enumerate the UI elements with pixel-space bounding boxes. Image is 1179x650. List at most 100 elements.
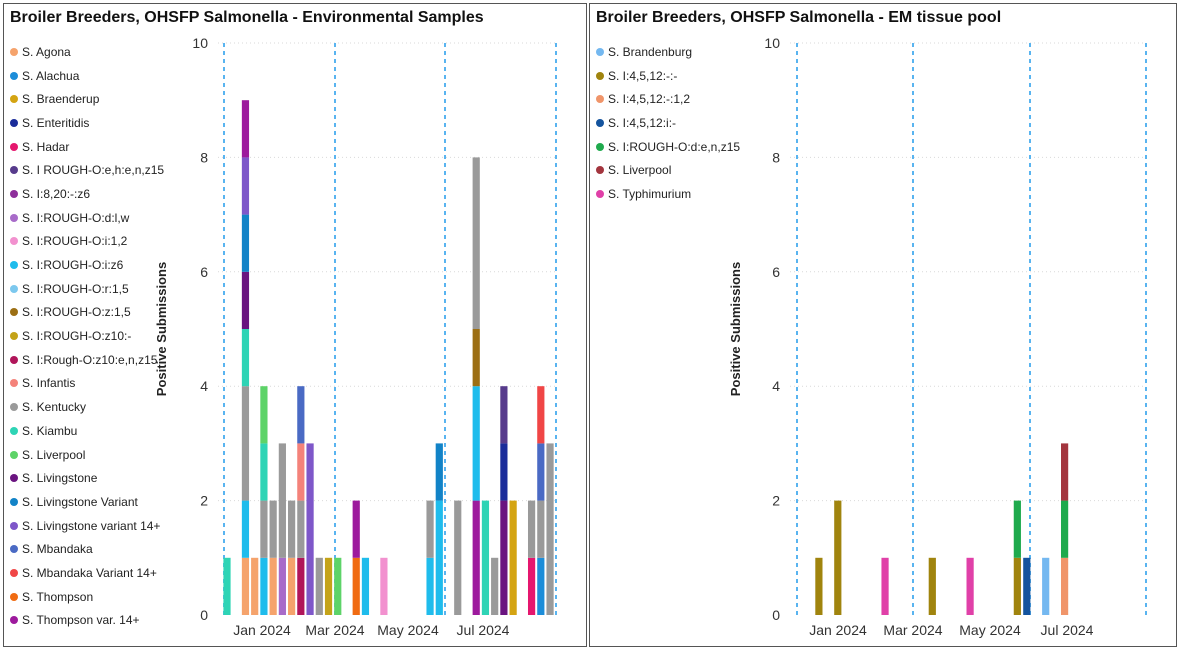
legend-label: S. Liverpool [22, 447, 86, 462]
bar-segment-s-liverpool [334, 557, 342, 615]
bar-segment-s-thompson [352, 557, 360, 615]
legend-item-s-i-rough-o-z10-e-n-z15[interactable]: S. I:Rough-O:z10:e,n,z15 [10, 348, 164, 372]
legend-item-s-kiambu[interactable]: S. Kiambu [10, 419, 164, 443]
legend-swatch [10, 213, 18, 222]
legend-item-s-thompson[interactable]: S. Thompson [10, 585, 164, 609]
legend-item-s-livingstone-variant[interactable]: S. Livingstone Variant [10, 490, 164, 514]
legend-label: S. I:4,5,12:-:- [608, 68, 678, 83]
bar-segment-s-livingstone-variant-14 [241, 157, 250, 215]
legend-swatch [10, 403, 18, 412]
legend-label: S. Typhimurium [608, 186, 692, 201]
legend-label: S. Thompson [22, 589, 94, 604]
legend-item-s-i-rough-o-d-e-n-z15[interactable]: S. I:ROUGH-O:d:e,n,z15 [596, 135, 740, 159]
legend-item-s-i-4-5-12-i[interactable]: S. I:4,5,12:i:- [596, 111, 740, 135]
legend-item-s-i-rough-o-z-1-5[interactable]: S. I:ROUGH-O:z:1,5 [10, 301, 164, 325]
y-tick-label: 10 [192, 35, 208, 51]
x-tick-label: Mar 2024 [305, 622, 364, 638]
bar-segment-s-mbandaka [297, 386, 305, 444]
legend-item-s-braenderup[interactable]: S. Braenderup [10, 87, 164, 111]
bar-segment-s-i-rough-o-d-e-n-z15 [1013, 500, 1021, 558]
legend-swatch [10, 474, 18, 483]
legend-item-s-i-rough-o-i-z6[interactable]: S. I:ROUGH-O:i:z6 [10, 253, 164, 277]
bar-segment-s-thompson-var-14 [472, 500, 480, 615]
bar-segment-s-kiambu [481, 500, 490, 615]
bar-segment-s-enteritidis [500, 443, 508, 501]
bar-segment-s-kentucky [527, 500, 536, 558]
legend-swatch [10, 616, 18, 625]
bar-segment-s-i-4-5-12 [928, 557, 936, 615]
legend-label: S. I:ROUGH-O:z:1,5 [22, 305, 131, 320]
bar-segment-s-mbandaka [537, 443, 545, 501]
legend-item-s-infantis[interactable]: S. Infantis [10, 372, 164, 396]
legend-item-s-enteritidis[interactable]: S. Enteritidis [10, 111, 164, 135]
legend-item-s-liverpool[interactable]: S. Liverpool [596, 158, 740, 182]
legend-item-s-livingstone-variant-14[interactable]: S. Livingstone variant 14+ [10, 514, 164, 538]
legend-swatch [596, 118, 604, 127]
bar-segment-s-kentucky [546, 443, 554, 615]
legend-item-s-brandenburg[interactable]: S. Brandenburg [596, 40, 740, 64]
bar-segment-s-i-4-5-12 [834, 500, 842, 615]
legend-item-s-mbandaka[interactable]: S. Mbandaka [10, 537, 164, 561]
chart-title: Broiler Breeders, OHSFP Salmonella - Env… [10, 9, 484, 26]
y-tick-label: 6 [200, 264, 208, 280]
bar-segment-s-kentucky [426, 500, 434, 558]
legend-item-s-i-rough-o-d-l-w[interactable]: S. I:ROUGH-O:d:l,w [10, 206, 164, 230]
em-tissue-pool-panel: Broiler Breeders, OHSFP Salmonella - EM … [589, 3, 1177, 647]
bar-segment-s-kentucky [278, 443, 286, 558]
bar-segment-s-i-rough-o-d-l-w [278, 557, 286, 615]
legend-swatch [10, 545, 18, 554]
bar-segment-s-liverpool [260, 386, 268, 444]
legend-label: S. Thompson var. 14+ [22, 613, 140, 628]
legend-item-s-i-rough-o-i-1-2[interactable]: S. I:ROUGH-O:i:1,2 [10, 230, 164, 254]
legend-label: S. I:ROUGH-O:i:1,2 [22, 234, 128, 249]
legend-item-s-typhimurium[interactable]: S. Typhimurium [596, 182, 740, 206]
legend-item-s-i-4-5-12[interactable]: S. I:4,5,12:-:- [596, 64, 740, 88]
environmental-samples-chart: 0 2 4 6 8 10 Jan 2024 Mar 2024 May 2024 Jul 2024 P… [154, 35, 557, 638]
legend-item-s-hadar[interactable]: S. Hadar [10, 135, 164, 159]
legend-swatch [10, 450, 18, 459]
legend-label: S. I:4,5,12:i:- [608, 115, 677, 130]
bar-segment-s-i-4-5-12-i [1023, 557, 1031, 615]
legend-item-s-i-rough-o-r-1-5[interactable]: S. I:ROUGH-O:r:1,5 [10, 277, 164, 301]
legend-swatch [10, 379, 18, 388]
legend-item-s-mbandaka-variant-14[interactable]: S. Mbandaka Variant 14+ [10, 561, 164, 585]
legend-swatch [10, 166, 18, 175]
legend-swatch [10, 568, 18, 577]
legend-item-s-alachua[interactable]: S. Alachua [10, 64, 164, 88]
legend-swatch [10, 308, 18, 317]
bar-segment-s-i-rough-o-z-1-5 [472, 329, 480, 387]
legend-item-s-thompson-var-14[interactable]: S. Thompson var. 14+ [10, 609, 164, 633]
legend-swatch [10, 497, 18, 506]
legend: S. Agona S. Alachua S. Braenderup S. Enteri… [10, 40, 164, 632]
environmental-samples-panel: Broiler Breeders, OHSFP Salmonella - Env… [3, 3, 587, 647]
legend-swatch [10, 95, 18, 104]
bar-segment-s-kentucky [297, 500, 305, 558]
legend-item-s-livingstone[interactable]: S. Livingstone [10, 466, 164, 490]
bar-segment-s-i-rough-o-i-z6 [435, 500, 443, 615]
y-tick-label: 4 [772, 378, 780, 394]
legend-label: S. Livingstone [22, 471, 98, 486]
y-axis-label: Positive Submissions [728, 262, 743, 396]
y-tick-label: 0 [200, 607, 208, 623]
legend-item-s-i-rough-o-e-h-e-n-z15[interactable]: S. I ROUGH-O:e,h:e,n,z15 [10, 158, 164, 182]
legend-swatch [596, 166, 604, 175]
bar-segment-s-i-rough-o-i-z6 [361, 557, 370, 615]
y-tick-label: 0 [772, 607, 780, 623]
legend-swatch [10, 142, 18, 151]
legend-label: S. Livingstone variant 14+ [22, 518, 161, 533]
legend-item-s-i-4-5-12-1-2[interactable]: S. I:4,5,12:-:1,2 [596, 87, 740, 111]
legend-swatch [10, 284, 18, 293]
legend-item-s-liverpool[interactable]: S. Liverpool [10, 443, 164, 467]
bar-segment-s-infantis [297, 443, 305, 501]
bar-segment-s-typhimurium [966, 557, 974, 615]
x-tick-label: Mar 2024 [883, 622, 942, 638]
legend-swatch [10, 332, 18, 341]
legend-item-s-agona[interactable]: S. Agona [10, 40, 164, 64]
legend-item-s-kentucky[interactable]: S. Kentucky [10, 395, 164, 419]
legend-label: S. Braenderup [22, 92, 100, 107]
legend-item-s-i-rough-o-z10[interactable]: S. I:ROUGH-O:z10:- [10, 324, 164, 348]
bar-segment-s-kentucky [315, 557, 323, 615]
y-tick-label: 6 [772, 264, 780, 280]
legend-item-s-i-8-20-z6[interactable]: S. I:8,20:-:z6 [10, 182, 164, 206]
legend-label: S. I:ROUGH-O:r:1,5 [22, 281, 129, 296]
